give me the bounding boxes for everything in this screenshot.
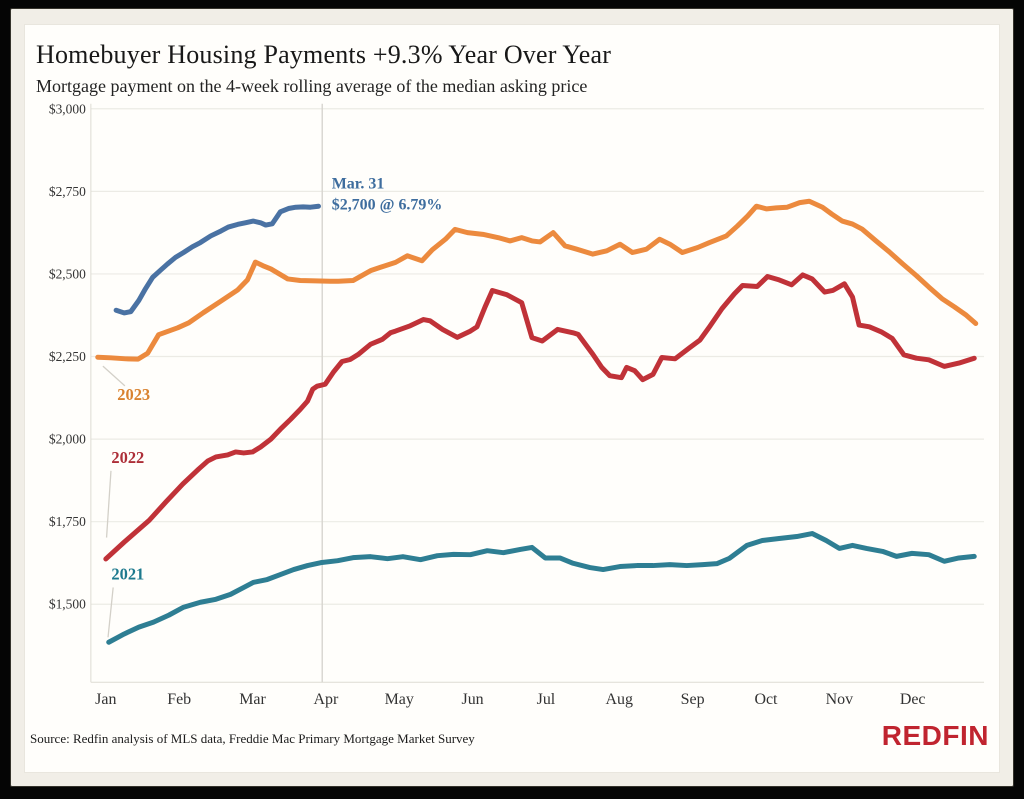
x-tick-label: May [385, 691, 414, 708]
x-tick-label: Aug [606, 691, 634, 708]
chart-svg: $1,500 $1,750 $2,000 $2,250 $2,500 $2,750 $3,0… [49, 101, 985, 708]
x-tick-label: Jan [95, 691, 116, 708]
annotation-value: $2,700 @ 6.79% [332, 197, 443, 214]
redfin-logo: REDFIN [881, 720, 989, 751]
series-label-2022: 2022 [111, 448, 144, 467]
page-subtitle: Mortgage payment on the 4-week rolling a… [36, 76, 588, 96]
x-tick-label: Nov [826, 691, 854, 708]
x-tick-label: Oct [754, 691, 778, 708]
x-tick-label: Dec [900, 691, 926, 708]
annotation-date: Mar. 31 [332, 176, 385, 193]
x-tick-label: Sep [681, 691, 705, 708]
chart-card: $1,500 $1,750 $2,000 $2,250 $2,500 $2,750 $3,0… [25, 25, 999, 772]
label-leader-line-2021 [107, 587, 114, 638]
label-leader-line-2023 [102, 365, 126, 387]
series-line-2024 [113, 203, 321, 316]
page-title: Homebuyer Housing Payments +9.3% Year Ov… [36, 40, 612, 69]
y-tick-label: $2,500 [49, 266, 86, 281]
series-line-2021 [106, 531, 977, 645]
x-tick-label: Mar [239, 691, 266, 708]
y-tick-label: $1,750 [49, 514, 86, 529]
x-tick-label: Feb [167, 691, 191, 708]
y-tick-label: $2,250 [49, 349, 86, 364]
y-tick-label: $2,000 [49, 432, 86, 447]
window-frame: $1,500 $1,750 $2,000 $2,250 $2,500 $2,750 $3,0… [10, 8, 1014, 787]
y-tick-label: $3,000 [49, 101, 86, 116]
series-line-2023 [95, 198, 979, 362]
series-label-2023: 2023 [117, 385, 150, 404]
series-line-2022 [103, 272, 977, 562]
y-tick-label: $2,750 [49, 184, 86, 199]
y-tick-label: $1,500 [49, 597, 86, 612]
x-tick-label: Jul [537, 691, 556, 708]
source-text: Source: Redfin analysis of MLS data, Fre… [30, 731, 475, 746]
x-tick-label: Apr [313, 691, 339, 708]
x-tick-label: Jun [461, 691, 483, 708]
label-leader-line-2022 [105, 470, 112, 538]
series-label-2021: 2021 [111, 565, 144, 584]
